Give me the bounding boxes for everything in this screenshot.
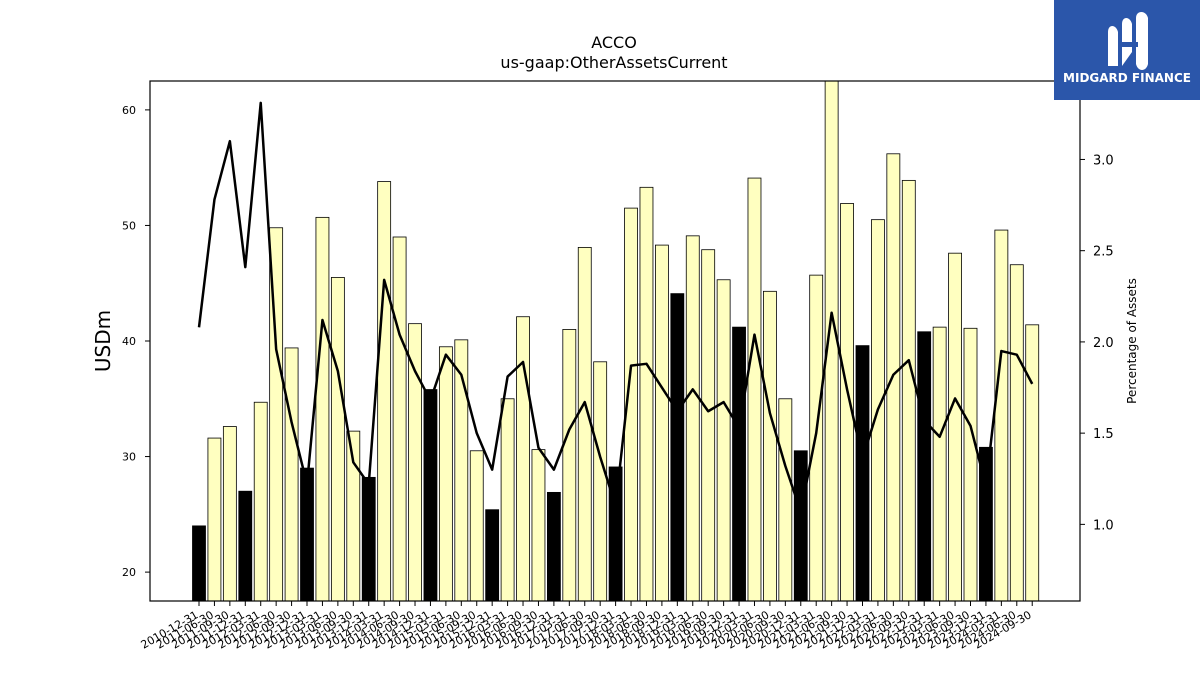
brand-name: MIDGARD FINANCE	[1063, 71, 1191, 85]
bar	[300, 467, 314, 602]
y-tick-label: 50	[122, 219, 136, 232]
bar	[361, 476, 376, 602]
series-line	[197, 101, 1034, 513]
bar	[793, 450, 808, 602]
bar	[655, 244, 669, 602]
brand-logo: MIDGARD FINANCE	[1054, 0, 1200, 100]
bar	[963, 327, 978, 602]
bar	[593, 361, 608, 602]
bar	[639, 186, 654, 602]
bar	[670, 293, 685, 602]
bar	[485, 509, 500, 602]
bar	[763, 290, 777, 602]
y-tick-label: 60	[122, 104, 136, 117]
bar	[685, 235, 700, 602]
bar	[438, 346, 453, 602]
bar	[222, 426, 237, 602]
bar	[500, 398, 515, 602]
bar	[516, 316, 530, 602]
right-y-axis: 1.0 1.5 2.0 2.5 3.0	[1080, 153, 1114, 533]
bar	[408, 323, 422, 602]
x-axis: 2010-12-312011-06-302011-09-302011-12-31…	[139, 601, 1034, 652]
bar	[562, 329, 577, 602]
bar	[1025, 324, 1040, 602]
bar	[917, 331, 932, 602]
bar	[747, 177, 762, 602]
bar	[531, 449, 546, 602]
bar	[392, 236, 407, 602]
bar	[207, 437, 222, 602]
bar	[932, 326, 947, 602]
line-series	[197, 101, 1034, 513]
y2-tick-label: 2.5	[1093, 245, 1114, 260]
bar	[546, 491, 561, 602]
bar	[716, 279, 731, 602]
y2-tick-label: 3.0	[1093, 153, 1114, 168]
bar	[994, 229, 1009, 602]
bar	[732, 326, 746, 602]
bar	[315, 216, 330, 602]
bar	[855, 345, 870, 602]
bar	[901, 179, 916, 602]
y2-tick-label: 2.0	[1093, 336, 1114, 351]
y2-tick-label: 1.5	[1093, 427, 1114, 442]
bar	[608, 466, 623, 602]
bar	[948, 252, 962, 602]
y-tick-label: 40	[122, 335, 136, 348]
y-tick-label: 30	[122, 451, 136, 464]
y-tick-label: 20	[122, 566, 136, 579]
bar	[330, 277, 345, 602]
bar	[238, 490, 253, 602]
y2-tick-label: 1.0	[1093, 518, 1114, 533]
bar	[701, 249, 716, 602]
left-y-axis-label: USDm	[91, 310, 115, 372]
bar	[253, 401, 268, 602]
bar	[1009, 264, 1024, 602]
chart-subtitle: us-gaap:OtherAssetsCurrent	[500, 53, 727, 72]
chart-title: ACCO	[591, 33, 637, 52]
left-y-axis: 20 30 40 50 60	[122, 104, 150, 579]
bar	[469, 450, 484, 602]
bar	[577, 246, 592, 602]
bar	[423, 389, 438, 602]
midgard-logo-icon: MIDGARD FINANCE	[1054, 0, 1200, 100]
right-y-axis-label: Percentage of Assets	[1125, 278, 1139, 404]
bar	[377, 181, 392, 602]
bar	[778, 398, 793, 602]
bar	[284, 347, 299, 602]
bar	[192, 525, 206, 602]
bar	[840, 203, 854, 602]
